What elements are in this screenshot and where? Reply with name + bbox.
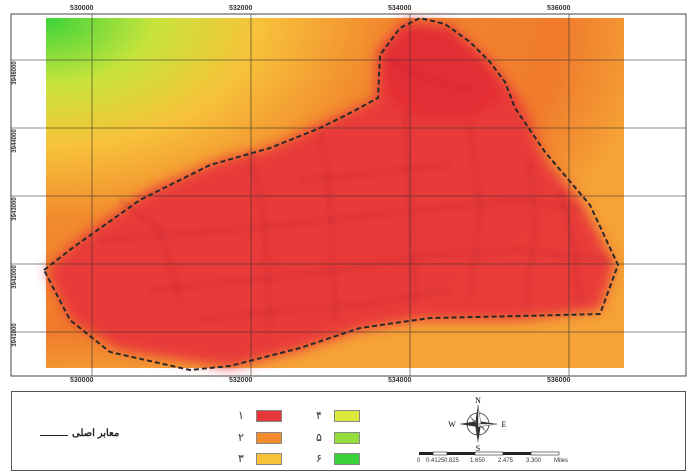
- study-area-boundary: [42, 16, 620, 372]
- class-4-swatch: [334, 410, 360, 422]
- x-tick-bottom-4: 536000: [547, 377, 571, 384]
- density-map[interactable]: [0, 0, 696, 385]
- north-arrow-icon: N S E W: [448, 396, 507, 451]
- class-2-swatch: [256, 432, 282, 444]
- main-road-label: معابر اصلی: [72, 428, 120, 439]
- scale-label-3: 1.650: [470, 458, 486, 464]
- scale-label-5: 3.300: [526, 458, 542, 464]
- class-1-swatch: [256, 410, 282, 422]
- compass-e: E: [502, 420, 507, 429]
- scale-label-0: 0: [417, 458, 421, 464]
- main-road-line-symbol: [40, 435, 68, 436]
- y-tick-5: 3941000: [12, 323, 18, 347]
- legend-panel: معابر اصلی ۱ ۲ ۳ ۴ ۵ ۶ N S E W 0 0.41: [11, 391, 686, 471]
- street-network: [99, 59, 611, 331]
- scale-unit: Miles: [554, 458, 569, 464]
- compass-w: W: [448, 420, 456, 429]
- x-tick-bottom-2: 532000: [229, 377, 253, 384]
- class-2-label: ۲: [238, 432, 244, 444]
- y-tick-4: 3942000: [12, 265, 18, 289]
- y-tick-3: 3943000: [12, 197, 18, 221]
- x-tick-bottom-1: 530000: [70, 377, 94, 384]
- class-6-swatch: [334, 453, 360, 465]
- compass-n: N: [475, 396, 481, 405]
- class-5-label: ۵: [316, 432, 322, 444]
- scale-label-1: 0.4125: [426, 458, 445, 464]
- x-tick-top-2: 532000: [229, 5, 253, 12]
- scale-label-4: 2.475: [498, 458, 514, 464]
- x-tick-bottom-3: 534000: [388, 377, 412, 384]
- scale-label-2: 0.825: [444, 458, 460, 464]
- class-1-label: ۱: [238, 410, 244, 422]
- compass-s: S: [476, 444, 480, 451]
- y-tick-1: 3946000: [12, 61, 18, 85]
- graticule: [11, 14, 686, 376]
- y-tick-2: 3944000: [12, 129, 18, 153]
- class-6-label: ۶: [316, 453, 322, 465]
- scale-bar: 0 0.4125 0.825 1.650 2.475 3.300 Miles: [417, 450, 587, 470]
- high-density-zone: [46, 20, 615, 368]
- class-4-label: ۴: [316, 410, 322, 422]
- map-frame[interactable]: 530000 532000 534000 536000 530000 53200…: [0, 0, 696, 385]
- x-tick-top-4: 536000: [547, 5, 571, 12]
- class-5-swatch: [334, 432, 360, 444]
- class-3-label: ۳: [238, 453, 244, 465]
- x-tick-top-3: 534000: [388, 5, 412, 12]
- x-tick-top-1: 530000: [70, 5, 94, 12]
- class-3-swatch: [256, 453, 282, 465]
